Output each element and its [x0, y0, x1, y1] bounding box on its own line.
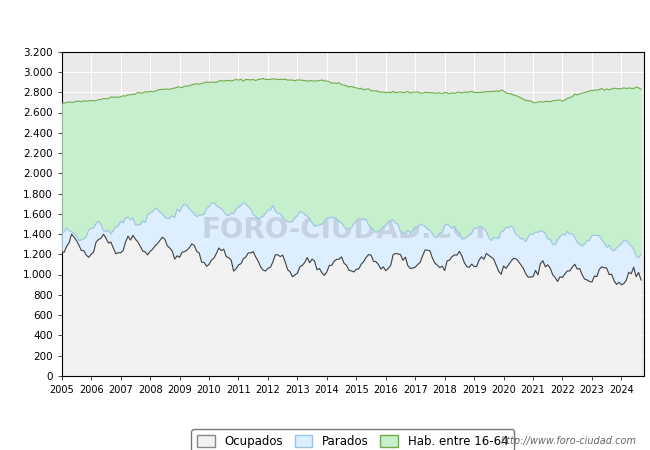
Text: http://www.foro-ciudad.com: http://www.foro-ciudad.com [501, 436, 637, 446]
Text: Beas - Evolucion de la poblacion en edad de Trabajar Septiembre de 2024: Beas - Evolucion de la poblacion en edad… [78, 17, 572, 30]
Legend: Ocupados, Parados, Hab. entre 16-64: Ocupados, Parados, Hab. entre 16-64 [191, 429, 514, 450]
Text: FORO-CIUDAD.COM: FORO-CIUDAD.COM [202, 216, 504, 244]
